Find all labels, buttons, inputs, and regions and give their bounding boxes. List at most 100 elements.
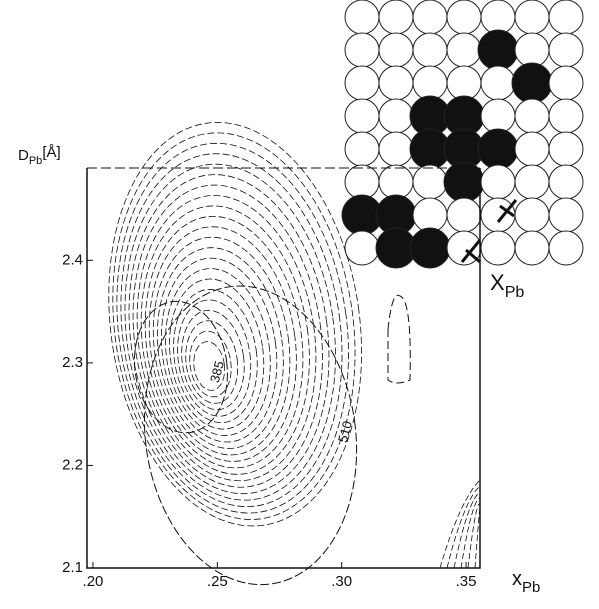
contour-ring — [128, 174, 330, 495]
contour-ring — [387, 294, 411, 384]
substrate-atom — [514, 230, 550, 266]
axis-frame — [86, 168, 481, 569]
substrate-atom — [514, 98, 550, 134]
contour-ring — [474, 508, 481, 569]
substrate-atom — [412, 32, 448, 68]
contour-ring — [173, 289, 258, 424]
contour-ring — [165, 268, 271, 436]
contour-ring — [112, 132, 356, 520]
adatom — [477, 29, 519, 71]
substrate-atom — [412, 197, 448, 233]
y-tick-label: 2.3 — [62, 354, 83, 371]
substrate-atom — [378, 0, 414, 35]
adatom — [443, 161, 485, 203]
x-tick-label: .30 — [331, 573, 352, 590]
contour-level — [133, 300, 228, 434]
substrate-atom — [446, 197, 482, 233]
substrate-atom — [344, 230, 380, 266]
y-tick-label: 2.4 — [62, 251, 83, 268]
substrate-atom — [344, 32, 380, 68]
substrate-atom — [480, 164, 516, 200]
substrate-atom — [344, 164, 380, 200]
contour-ring — [152, 236, 291, 456]
substrate-atom — [446, 65, 482, 101]
contour-ring — [132, 184, 323, 488]
contour-label: 510 — [335, 419, 355, 444]
substrate-atom — [548, 98, 584, 134]
contour-ring — [124, 163, 336, 501]
substrate-atom — [548, 0, 584, 35]
substrate-atom — [548, 164, 584, 200]
substrate-atom — [344, 98, 380, 134]
inset-label: XPb — [490, 270, 524, 301]
contour-ring — [156, 247, 284, 449]
substrate-atom — [548, 32, 584, 68]
substrate-atom — [446, 0, 482, 35]
substrate-atom — [378, 65, 414, 101]
substrate-atom — [378, 164, 414, 200]
inset-label-sub: Pb — [505, 284, 525, 301]
contour-ring — [136, 195, 317, 482]
contour-ring — [185, 320, 239, 404]
substrate-atom — [480, 98, 516, 134]
y-label-sub: Pb — [29, 155, 42, 167]
adatom — [511, 62, 553, 104]
inset-label-main: X — [490, 270, 505, 295]
substrate-atom — [412, 0, 448, 35]
substrate-atom — [412, 65, 448, 101]
contour-ring — [193, 341, 226, 391]
y-label-main: D — [18, 147, 29, 164]
y-axis-label: DPb[Å] — [18, 144, 61, 167]
substrate-atom — [548, 197, 584, 233]
contour-ring — [148, 226, 297, 462]
plot: 2.1 2.2 2.3 2.4 .20 .25 .30 .35 385 510 — [62, 122, 481, 590]
substrate-atom — [412, 164, 448, 200]
substrate-atom — [344, 0, 380, 35]
y-tick-label: 2.1 — [62, 559, 83, 576]
substrate-atom — [514, 164, 550, 200]
contour-ring — [144, 215, 304, 469]
contour-level — [143, 285, 358, 586]
contour-ring — [177, 299, 252, 417]
x-tick-label: .20 — [83, 573, 104, 590]
substrate-atom — [548, 230, 584, 266]
substrate-atom — [344, 131, 380, 167]
adatom — [477, 128, 519, 170]
substrate-atom — [378, 32, 414, 68]
contour-ring — [116, 142, 349, 514]
substrate-atom — [480, 197, 516, 233]
contour-ring — [108, 122, 362, 527]
substrate-atom — [446, 32, 482, 68]
x-axis-label: xPb — [512, 568, 540, 596]
x-label-main: x — [512, 568, 522, 590]
contour-ring — [439, 479, 481, 569]
inset — [341, 0, 584, 269]
substrate-atom — [548, 65, 584, 101]
substrate-atom — [514, 197, 550, 233]
contour-ring — [181, 309, 245, 411]
substrate-atom — [480, 0, 516, 35]
contour-ring — [467, 503, 481, 569]
contour-ring — [120, 153, 343, 507]
marker — [460, 199, 518, 264]
substrate-atom — [480, 65, 516, 101]
x-label-sub: Pb — [522, 579, 540, 596]
x-tick-label: .35 — [456, 573, 477, 590]
substrate-atom — [514, 0, 550, 35]
contour-ring — [161, 257, 278, 443]
substrate-atom — [344, 65, 380, 101]
substrate-atom — [480, 230, 516, 266]
contour-ring — [169, 278, 265, 430]
contour-ring — [460, 497, 481, 569]
substrate-atom — [548, 131, 584, 167]
substrate-atom — [378, 98, 414, 134]
contour-ring — [453, 491, 481, 569]
substrate-atom — [514, 32, 550, 68]
contour-label: 385 — [207, 359, 227, 384]
substrate-atom — [378, 131, 414, 167]
x-tick-label: .25 — [207, 573, 228, 590]
contour-ring — [140, 205, 310, 475]
adatom — [409, 227, 451, 269]
